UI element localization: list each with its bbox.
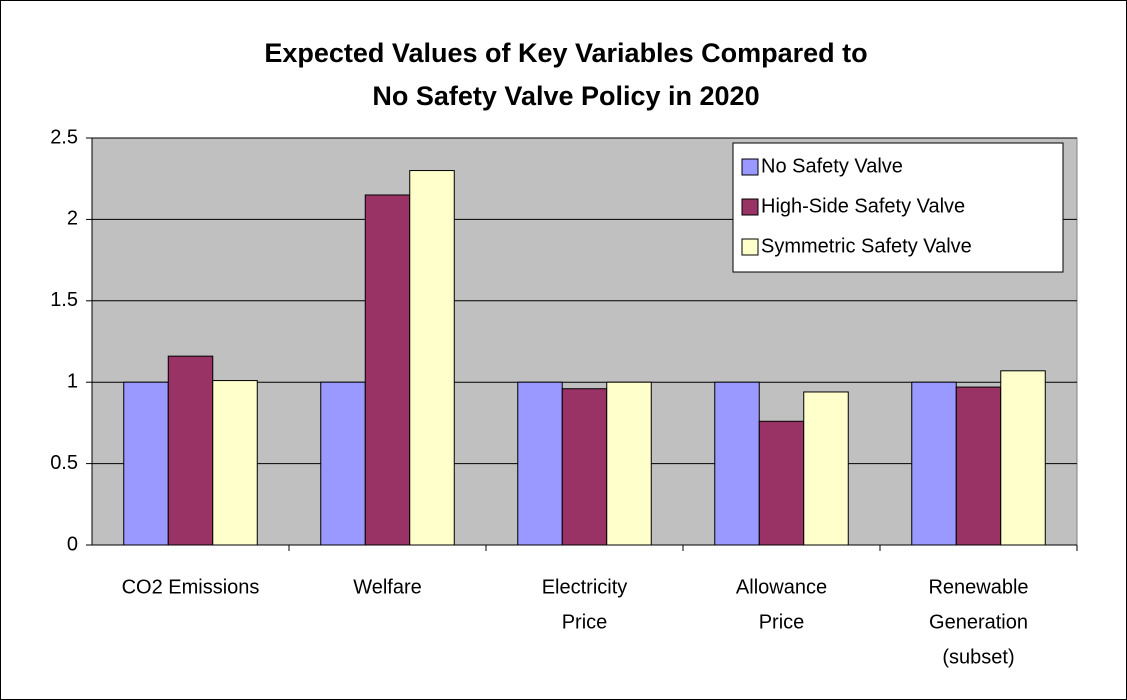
bar [167, 355, 214, 546]
y-tick-label: 0 [67, 533, 78, 555]
bar [364, 194, 411, 546]
legend-label: Symmetric Safety Valve [761, 235, 972, 257]
x-tick-label: Electricity [542, 576, 628, 598]
legend [732, 142, 1064, 273]
bar [409, 170, 455, 546]
bar [1000, 370, 1046, 546]
y-tick-label: 1.5 [50, 289, 78, 311]
bar [911, 381, 957, 546]
bar [212, 380, 258, 546]
x-tick-label: Renewable [928, 576, 1028, 598]
x-tick-label: Price [759, 611, 805, 633]
x-tick-label: (subset) [942, 646, 1014, 668]
bar [561, 388, 608, 546]
y-tick-label: 1 [67, 370, 78, 392]
legend-swatch [741, 238, 759, 256]
x-tick-label: CO2 Emissions [122, 576, 260, 598]
legend-swatch [741, 198, 759, 216]
y-tick-label: 0.5 [50, 452, 78, 474]
bar [955, 386, 1002, 546]
x-tick-label: Allowance [736, 576, 827, 598]
bar [606, 381, 652, 546]
bar [320, 381, 366, 546]
y-tick-label: 2 [67, 208, 78, 230]
bar [123, 381, 169, 546]
x-tick-label: Generation [929, 611, 1028, 633]
bar [803, 391, 849, 546]
x-tick-label: Welfare [353, 576, 422, 598]
y-tick-label: 2.5 [50, 126, 78, 148]
bar [517, 381, 563, 546]
x-tick-label: Price [562, 611, 608, 633]
chart-title: Expected Values of Key Variables Compare… [264, 38, 867, 68]
legend-label: High-Side Safety Valve [761, 195, 965, 217]
bar [714, 381, 760, 546]
legend-swatch [741, 158, 759, 176]
chart-title: No Safety Valve Policy in 2020 [372, 81, 759, 111]
bar [758, 420, 805, 546]
legend-label: No Safety Valve [761, 155, 903, 177]
